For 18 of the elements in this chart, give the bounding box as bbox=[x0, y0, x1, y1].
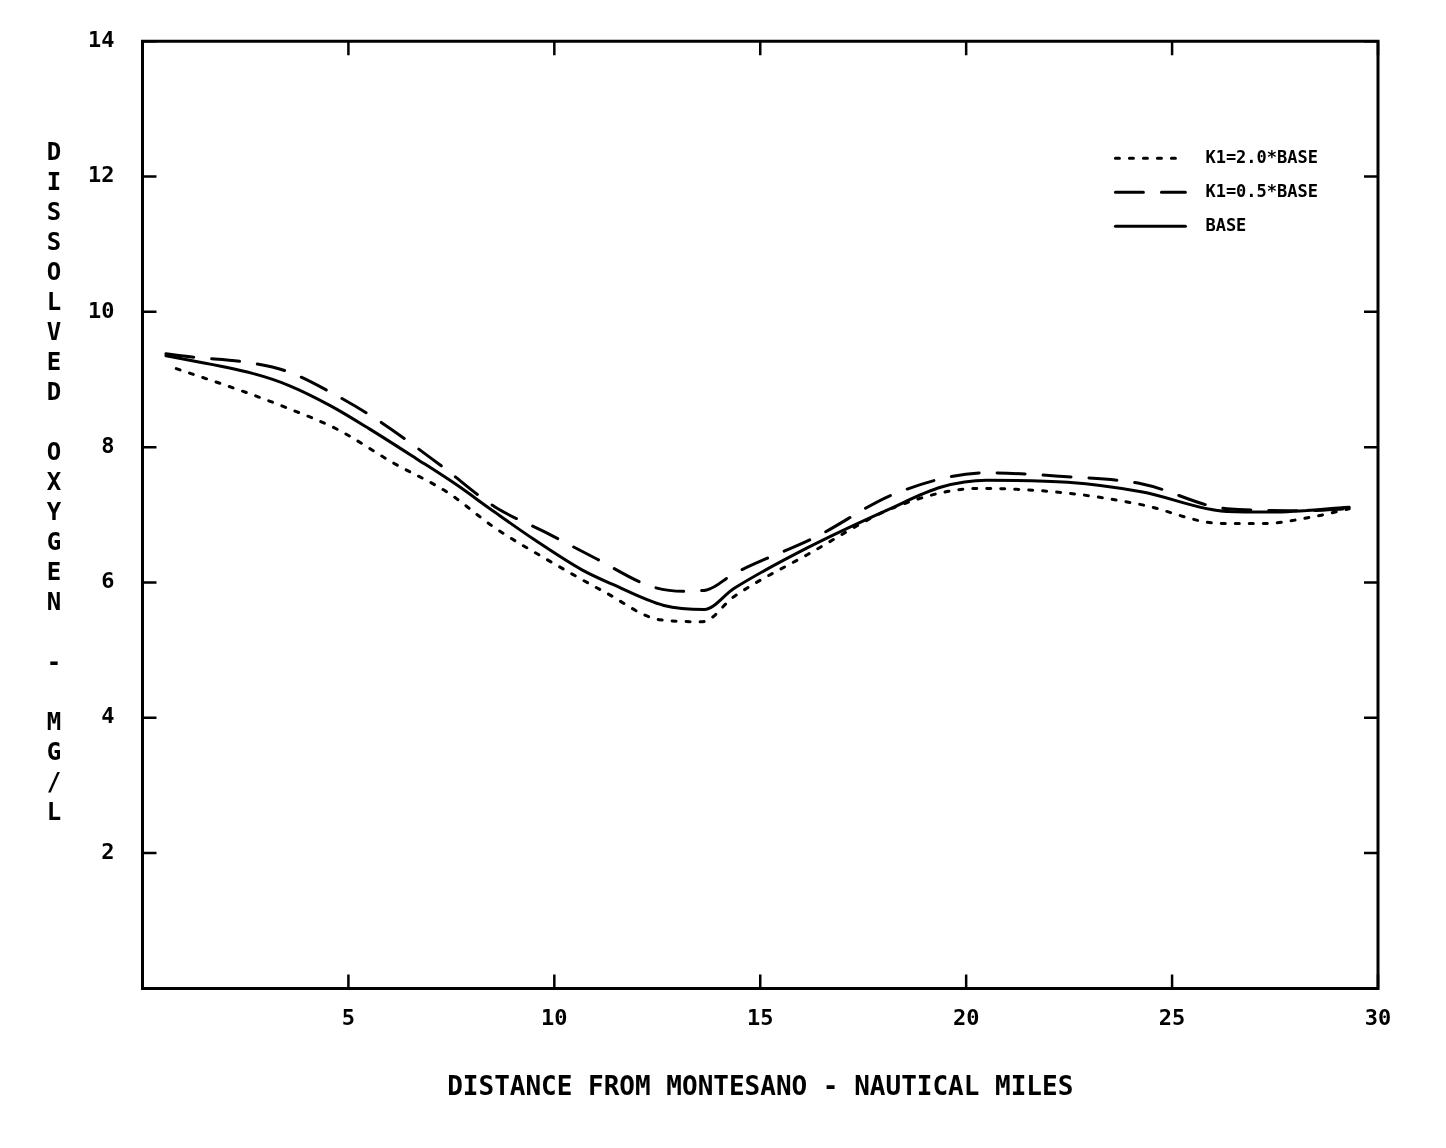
x-tick-label: 15 bbox=[747, 1005, 774, 1031]
y-tick-label: 12 bbox=[87, 162, 115, 188]
x-tick-label: 30 bbox=[1364, 1005, 1392, 1031]
y-tick-label: 6 bbox=[101, 568, 115, 594]
y-tick-label: 8 bbox=[101, 432, 115, 458]
legend-label: BASE bbox=[1205, 214, 1247, 235]
y-tick-label: 2 bbox=[101, 838, 115, 864]
x-tick-label: 5 bbox=[341, 1005, 356, 1031]
x-tick-label: 20 bbox=[952, 1005, 980, 1031]
y-tick-label: 10 bbox=[87, 297, 115, 323]
x-tick-label: 25 bbox=[1158, 1005, 1186, 1031]
x-tick-label: 10 bbox=[541, 1005, 568, 1031]
x-axis-title: DISTANCE FROM MONTESANO - NAUTICAL MILES bbox=[447, 1071, 1074, 1102]
y-axis-title: DISSOLVED OXYGEN - MG/L bbox=[39, 137, 68, 828]
y-tick-label: 14 bbox=[87, 26, 115, 52]
legend-label: K1=2.0*BASE bbox=[1205, 146, 1319, 167]
y-tick-label: 4 bbox=[101, 703, 115, 729]
legend-label: K1=0.5*BASE bbox=[1205, 180, 1319, 201]
